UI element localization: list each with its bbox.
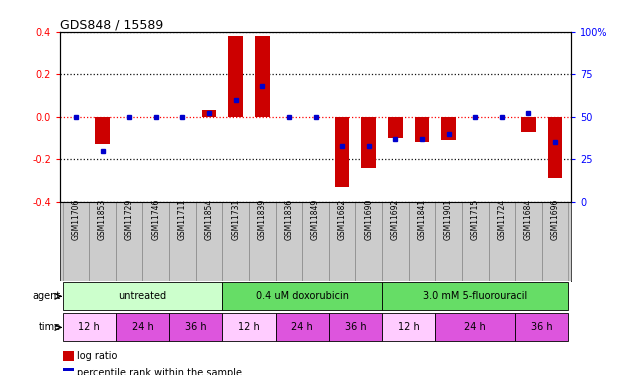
Text: GSM11849: GSM11849	[311, 198, 320, 240]
Bar	[228, 36, 243, 117]
Text: GSM11696: GSM11696	[551, 198, 560, 240]
Text: 12 h: 12 h	[398, 322, 420, 332]
Text: GSM11836: GSM11836	[285, 198, 293, 240]
Text: GSM11711: GSM11711	[178, 198, 187, 240]
Bar	[382, 282, 569, 310]
Bar	[302, 202, 329, 281]
Bar	[222, 202, 249, 281]
Text: 12 h: 12 h	[238, 322, 260, 332]
Text: GDS848 / 15589: GDS848 / 15589	[60, 19, 163, 32]
Bar	[95, 117, 110, 144]
Text: log ratio: log ratio	[77, 351, 117, 361]
Text: untreated: untreated	[119, 291, 167, 301]
Text: 3.0 mM 5-fluorouracil: 3.0 mM 5-fluorouracil	[423, 291, 528, 301]
Text: GSM11692: GSM11692	[391, 198, 400, 240]
Text: 24 h: 24 h	[464, 322, 486, 332]
Bar	[62, 351, 74, 361]
Bar	[515, 314, 569, 341]
Bar	[515, 202, 542, 281]
Bar	[202, 110, 216, 117]
Bar	[196, 202, 222, 281]
Bar	[435, 202, 462, 281]
Text: GSM11854: GSM11854	[204, 198, 213, 240]
Bar	[222, 314, 276, 341]
Text: 36 h: 36 h	[531, 322, 553, 332]
Text: GSM11724: GSM11724	[497, 198, 506, 240]
Text: GSM11715: GSM11715	[471, 198, 480, 240]
Text: GSM11853: GSM11853	[98, 198, 107, 240]
Text: 24 h: 24 h	[292, 322, 313, 332]
Bar	[89, 202, 116, 281]
Bar	[462, 202, 488, 281]
Bar	[548, 117, 562, 178]
Bar	[276, 314, 329, 341]
Bar	[169, 202, 196, 281]
Bar	[143, 202, 169, 281]
Text: GSM11682: GSM11682	[338, 198, 346, 240]
Bar	[542, 202, 569, 281]
Text: 12 h: 12 h	[78, 322, 100, 332]
Bar	[329, 202, 355, 281]
Bar	[276, 202, 302, 281]
Text: GSM11746: GSM11746	[151, 198, 160, 240]
Text: agent: agent	[32, 291, 61, 301]
Bar	[441, 117, 456, 140]
Bar	[116, 314, 169, 341]
Bar	[388, 117, 403, 138]
Text: GSM11690: GSM11690	[364, 198, 374, 240]
Bar	[335, 117, 350, 187]
Text: 24 h: 24 h	[132, 322, 153, 332]
Bar	[488, 202, 515, 281]
Bar	[382, 314, 435, 341]
Bar	[382, 202, 409, 281]
Text: percentile rank within the sample: percentile rank within the sample	[77, 368, 242, 375]
Text: GSM11706: GSM11706	[71, 198, 80, 240]
Text: GSM11841: GSM11841	[418, 198, 427, 240]
Bar	[62, 202, 89, 281]
Text: GSM11901: GSM11901	[444, 198, 453, 240]
Bar	[435, 314, 515, 341]
Bar	[329, 314, 382, 341]
Text: GSM11839: GSM11839	[257, 198, 267, 240]
Bar	[255, 36, 269, 117]
Bar	[116, 202, 143, 281]
Bar	[222, 282, 382, 310]
Text: GSM11684: GSM11684	[524, 198, 533, 240]
Text: 36 h: 36 h	[345, 322, 366, 332]
Bar	[355, 202, 382, 281]
Bar	[62, 368, 74, 375]
Text: 0.4 uM doxorubicin: 0.4 uM doxorubicin	[256, 291, 349, 301]
Text: time: time	[38, 322, 61, 332]
Text: GSM11731: GSM11731	[231, 198, 240, 240]
Bar	[362, 117, 376, 168]
Text: 36 h: 36 h	[185, 322, 206, 332]
Bar	[249, 202, 276, 281]
Bar	[169, 314, 222, 341]
Bar	[521, 117, 536, 132]
Text: GSM11729: GSM11729	[125, 198, 134, 240]
Bar	[62, 282, 222, 310]
Bar	[415, 117, 429, 142]
Bar	[409, 202, 435, 281]
Bar	[62, 314, 116, 341]
